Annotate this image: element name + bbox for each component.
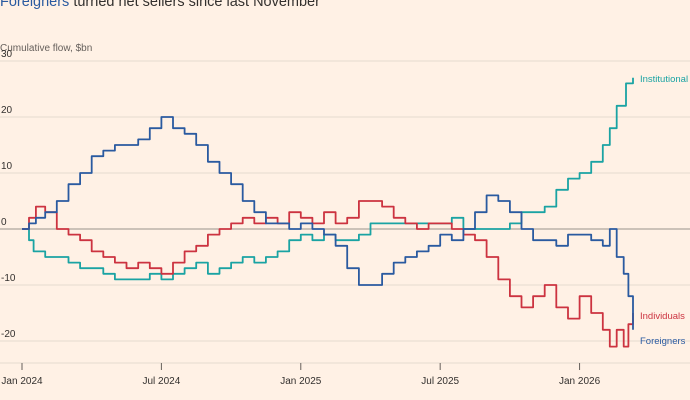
series-lines <box>22 77 634 348</box>
y-tick-label: -20 <box>1 329 16 340</box>
x-tick-label: Jul 2024 <box>142 376 180 387</box>
y-axis: 30 20 10 0 -10 -20 <box>1 49 16 340</box>
y-tick-label: 30 <box>1 49 13 60</box>
y-tick-label: 10 <box>1 161 13 172</box>
y-tick-label: -10 <box>1 273 16 284</box>
title-rest: turned net sellers since last November <box>69 0 320 10</box>
series-label-foreigners: Foreigners <box>640 336 686 347</box>
y-tick-label: 0 <box>1 217 7 228</box>
x-tick-label: Jan 2025 <box>280 376 322 387</box>
series-label-individuals: Individuals <box>640 311 685 322</box>
title-highlight: Foreigners <box>0 0 70 10</box>
series-line-individuals <box>22 200 634 348</box>
series-line-foreigners <box>22 116 634 330</box>
x-axis: Jan 2024 Jul 2024 Jan 2025 Jul 2025 Jan 2026 <box>0 362 690 387</box>
series-label-institutional: Institutional <box>640 74 688 85</box>
gridlines <box>0 60 690 342</box>
x-tick-label: Jul 2025 <box>421 376 459 387</box>
chart-title: Foreigners turned net sellers since last… <box>0 0 320 10</box>
x-tick-label: Jan 2024 <box>1 376 43 387</box>
series-line-institutional <box>22 77 634 281</box>
y-tick-label: 20 <box>1 105 13 116</box>
x-tick-label: Jan 2026 <box>559 376 601 387</box>
series-labels: Institutional Individuals Foreigners <box>640 74 688 347</box>
y-axis-label: Cumulative flow, $bn <box>0 43 93 54</box>
